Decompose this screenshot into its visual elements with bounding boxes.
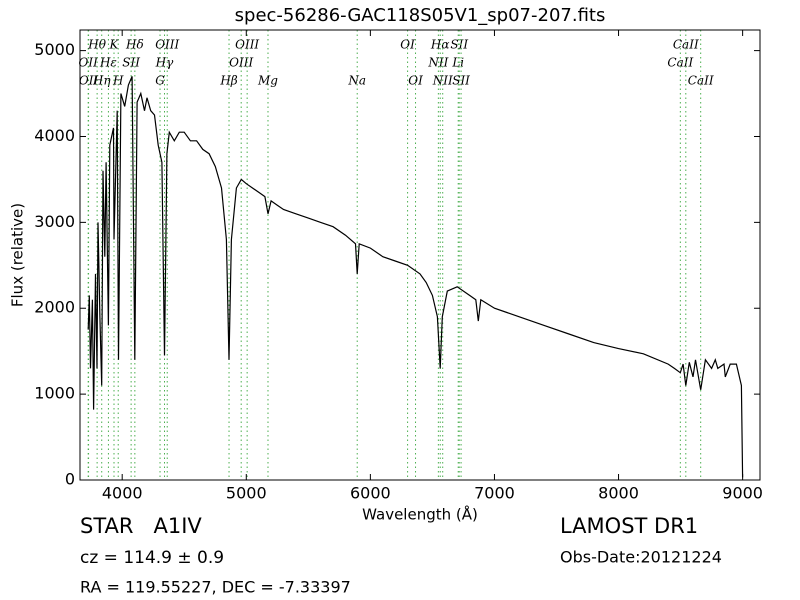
spectral-line-label: OIII — [235, 38, 259, 52]
spectral-line-label: Na — [347, 74, 366, 88]
y-tick-label: 3000 — [34, 212, 75, 231]
spectral-line-label: Hε — [99, 56, 117, 70]
y-tick-label: 0 — [65, 470, 75, 489]
spectral-line-label: Hα — [430, 38, 450, 52]
spectral-line-label: Hγ — [155, 56, 174, 70]
spectrum-line — [87, 76, 744, 478]
x-tick-label: 7000 — [474, 484, 515, 503]
plot-frame — [79, 29, 761, 481]
spectral-line-label: Hη — [92, 74, 111, 88]
spectral-line-label: NII — [427, 56, 448, 70]
spectral-line-label: Mg — [257, 74, 278, 88]
y-axis-label: Flux (relative) — [9, 203, 27, 307]
x-tick-label: 4000 — [102, 484, 143, 503]
spectral-line-label: Hδ — [125, 38, 144, 52]
spectral-line-label: SII — [122, 56, 140, 70]
spectral-line-label: OII — [79, 74, 99, 88]
x-axis-label: Wavelength (Å) — [362, 505, 478, 524]
y-tick-label: 5000 — [34, 40, 75, 59]
spectral-line-label: OI — [400, 38, 415, 52]
x-tick-label: 9000 — [722, 484, 763, 503]
x-tick-label: 6000 — [350, 484, 391, 503]
obs-date: Obs-Date:20121224 — [560, 548, 722, 567]
spectral-line-label: Hθ — [87, 38, 106, 52]
object-class: STAR A1IV — [80, 514, 202, 538]
spectral-line-label: Hβ — [219, 74, 237, 88]
spectral-line-label: CaII — [673, 38, 699, 52]
y-tick-label: 1000 — [34, 384, 75, 403]
coordinates: RA = 119.55227, DEC = -7.33397 — [80, 578, 351, 597]
survey: LAMOST DR1 — [560, 514, 698, 538]
y-tick-label: 2000 — [34, 298, 75, 317]
spectral-line-label: Li — [451, 56, 464, 70]
chart-title: spec-56286-GAC118S05V1_sp07-207.fits — [235, 5, 606, 26]
spectral-line-label: NII — [432, 74, 453, 88]
x-tick-label: 8000 — [598, 484, 639, 503]
spectral-line-label: CaII — [667, 56, 693, 70]
spectral-line-label: OIII — [229, 56, 253, 70]
x-tick-label: 5000 — [226, 484, 267, 503]
spectral-line-label: G — [155, 74, 165, 88]
spectral-line-label: SII — [450, 38, 468, 52]
redshift: cz = 114.9 ± 0.9 — [80, 548, 224, 568]
y-tick-label: 4000 — [34, 126, 75, 145]
spectral-line-label: CaII — [688, 74, 714, 88]
spectral-line-label: OI — [408, 74, 423, 88]
spectral-line-label: SII — [452, 74, 470, 88]
spectral-line-label: H — [112, 74, 124, 88]
spectral-line-label: OIII — [155, 38, 179, 52]
spectral-line-label: K — [109, 38, 120, 52]
